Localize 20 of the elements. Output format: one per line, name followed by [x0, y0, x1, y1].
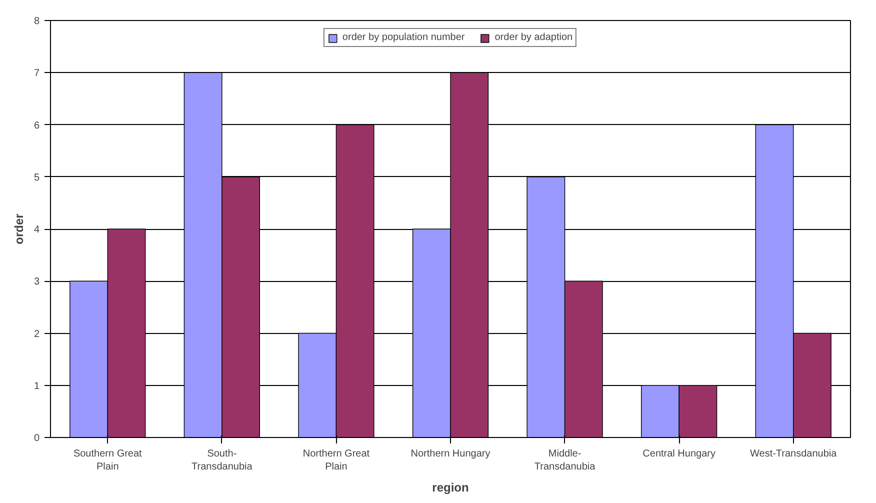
x-tick-label: Central Hungary — [642, 448, 716, 460]
x-tick-label: Southern Great Plain — [73, 448, 142, 473]
y-tick-label: 8 — [34, 16, 40, 27]
y-tick-label: 1 — [34, 380, 40, 392]
y-tick-label: 0 — [34, 433, 40, 444]
y-tick-label: 5 — [34, 172, 40, 184]
y-tick-label: 6 — [34, 120, 40, 132]
y-axis-title: order — [12, 213, 26, 244]
x-tick-label: West-Transdanubia — [750, 448, 838, 460]
x-tick-label: Northern Hungary — [410, 448, 490, 460]
legend-label: order by population number — [342, 32, 465, 43]
y-tick-label: 4 — [34, 224, 40, 236]
y-tick-label: 7 — [34, 68, 40, 80]
legend-label: order by adaption — [494, 32, 573, 43]
x-tick-label: Middle- Transdanubia — [534, 448, 596, 473]
x-tick-label: South- Transdanubia — [192, 448, 253, 473]
y-tick-label: 2 — [34, 328, 40, 340]
x-axis-title: region — [432, 480, 469, 495]
y-tick-label: 3 — [34, 276, 40, 288]
x-tick-label: Northern Great Plain — [302, 448, 370, 473]
